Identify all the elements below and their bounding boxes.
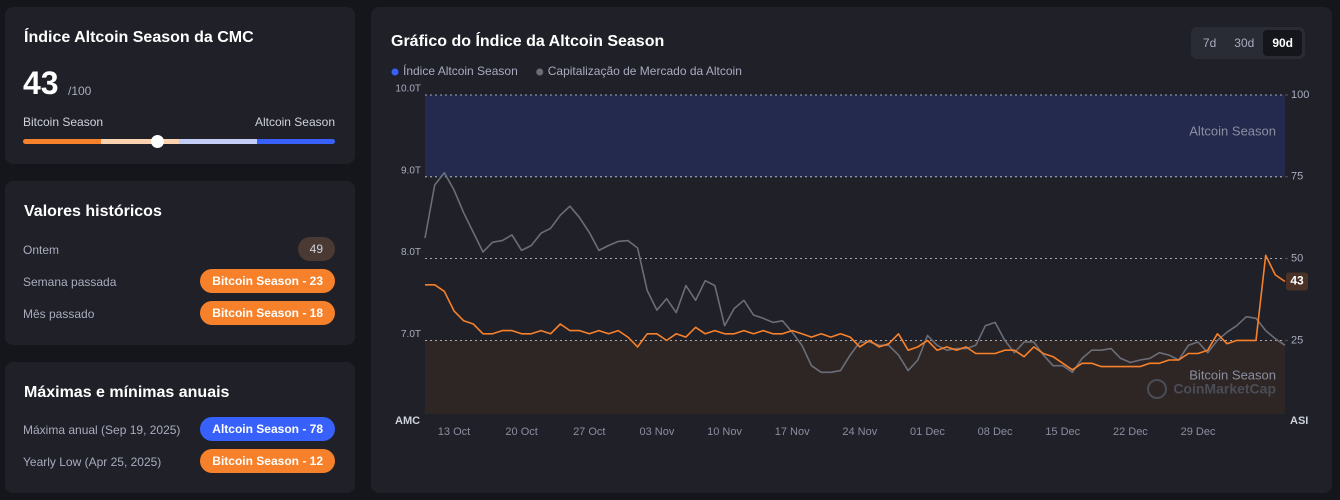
card-title: Valores históricos	[24, 203, 162, 220]
historical-card: Valores históricos Ontem 49 Semana passada…	[5, 181, 355, 345]
range-button[interactable]: 30d	[1234, 36, 1255, 50]
index-value: 43	[23, 65, 59, 101]
card-title: Máximas e mínimas anuais	[24, 384, 230, 401]
range-selector: 7d 30d 90d	[1190, 27, 1305, 59]
range-button[interactable]: 7d	[1202, 36, 1217, 50]
row-badge: 49	[297, 237, 335, 261]
index-card: Índice Altcoin Season da CMC 43 /100 Bit…	[5, 7, 355, 164]
left-label: Bitcoin Season	[23, 115, 104, 129]
row-label: Semana passada	[23, 275, 117, 289]
gauge-knob	[151, 135, 165, 148]
row-label: Yearly Low (Apr 25, 2025)	[23, 455, 162, 469]
chart-card: 7d 30d 90d	[371, 7, 1332, 493]
gauge-bar	[23, 135, 335, 148]
card-title: Índice Altcoin Season da CMC	[24, 29, 254, 46]
row-label: Máxima anual (Sep 19, 2025)	[23, 423, 181, 437]
index-max: /100	[68, 84, 92, 98]
row-badge: Altcoin Season - 78	[200, 417, 335, 441]
row-badge: Bitcoin Season - 12	[200, 449, 335, 473]
right-label: Altcoin Season	[254, 115, 335, 129]
row-badge: Bitcoin Season - 18	[200, 301, 335, 325]
row-badge: Bitcoin Season - 23	[200, 269, 335, 293]
row-label: Ontem	[23, 243, 60, 257]
range-button[interactable]: 90d	[1263, 30, 1302, 56]
row-label: Mês passado	[23, 307, 95, 321]
yearly-card: Máximas e mínimas anuais Máxima anual (S…	[5, 362, 355, 493]
